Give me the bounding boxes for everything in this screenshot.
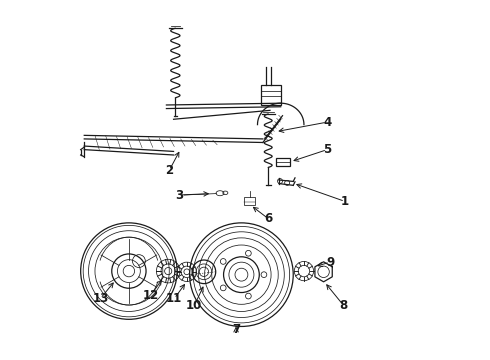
Text: 10: 10 — [186, 299, 202, 312]
Text: 5: 5 — [323, 143, 331, 156]
Text: 12: 12 — [143, 288, 159, 302]
Text: 1: 1 — [341, 195, 349, 208]
Text: 2: 2 — [165, 164, 173, 177]
Text: 11: 11 — [166, 292, 182, 305]
Text: 4: 4 — [323, 116, 331, 129]
Text: 13: 13 — [92, 292, 108, 305]
Text: 8: 8 — [339, 298, 347, 311]
Text: 9: 9 — [326, 256, 334, 269]
Bar — [276, 158, 290, 166]
Text: 7: 7 — [232, 323, 240, 336]
Text: 3: 3 — [175, 189, 183, 202]
Text: 6: 6 — [264, 212, 272, 225]
Bar — [245, 197, 255, 205]
